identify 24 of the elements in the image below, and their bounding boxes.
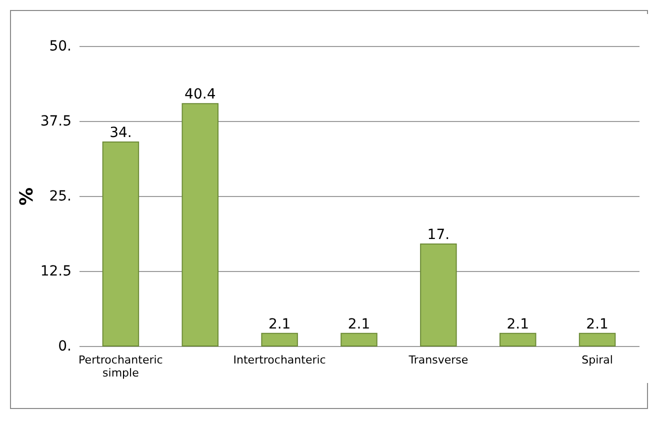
y-tick-label: 25. <box>49 188 72 204</box>
y-tick-label: 37.5 <box>40 114 72 130</box>
x-tick-label: Spiral <box>582 354 613 366</box>
bar <box>102 142 140 346</box>
x-tick-label: Pertrochanteric simple <box>78 354 163 380</box>
data-label: 34. <box>110 125 132 141</box>
y-tick-label: 0. <box>58 338 72 354</box>
bar <box>420 244 457 346</box>
bar <box>499 332 536 346</box>
data-label: 40.4 <box>184 86 216 103</box>
bar <box>261 332 298 346</box>
x-tick-label: Intertrochanteric <box>233 354 326 366</box>
bar <box>182 103 219 346</box>
x-tick-label: Transverse <box>408 354 468 366</box>
y-tick-label: 12.5 <box>40 264 72 280</box>
bar <box>578 332 616 346</box>
y-tick-label: 50. <box>49 38 72 54</box>
data-label: 2.1 <box>586 316 608 332</box>
data-label: 2.1 <box>348 316 370 332</box>
data-label: 2.1 <box>506 316 529 332</box>
y-axis-title: % <box>16 187 38 206</box>
data-label: 2.1 <box>268 316 291 332</box>
data-label: 17. <box>427 227 450 243</box>
bar <box>340 332 378 346</box>
